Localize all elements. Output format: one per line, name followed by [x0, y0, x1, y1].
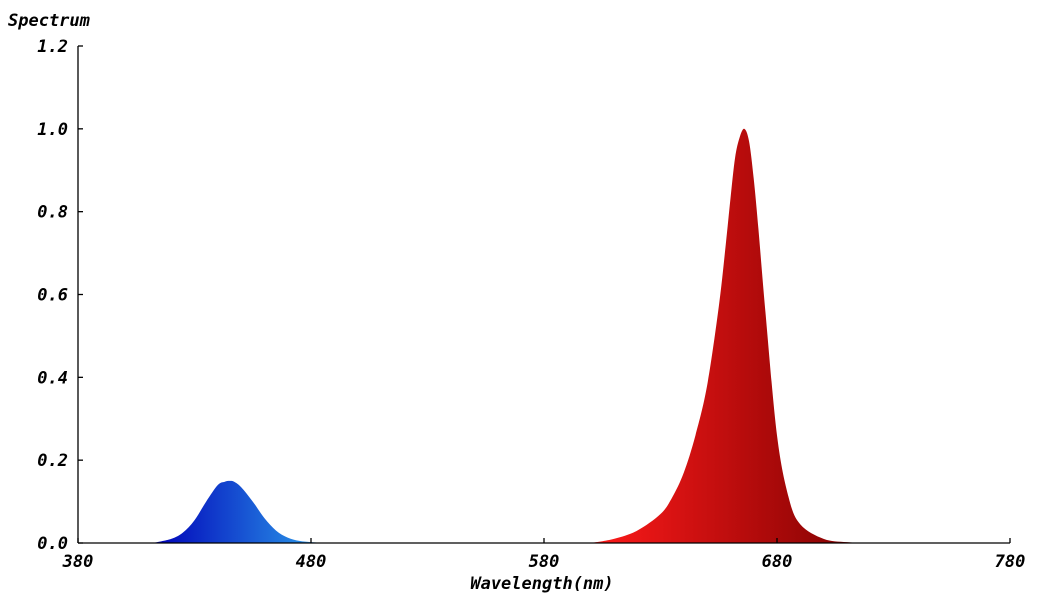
spectrum-peak-2: [590, 128, 875, 543]
x-tick-label: 780: [995, 552, 1026, 572]
y-tick-label: 1.2: [37, 37, 68, 57]
y-tick-label: 0.0: [37, 534, 68, 554]
x-axis-title: Wavelength(nm): [470, 574, 613, 594]
plot-area: [152, 128, 875, 543]
spectrum-peak-1: [152, 480, 335, 543]
axis-ticks: 380 480 580 680 780 0.0 0.2 0.4 0.6 0.8 1.0 1.2: [37, 37, 1025, 572]
y-tick-label: 1.0: [37, 120, 68, 140]
y-tick-label: 0.6: [37, 286, 68, 306]
x-tick-label: 680: [762, 552, 793, 572]
y-tick-label: 0.2: [37, 451, 68, 471]
y-tick-label: 0.8: [37, 203, 68, 223]
x-tick-label: 480: [296, 552, 327, 572]
y-tick-label: 0.4: [37, 368, 68, 388]
y-axis-title: Spectrum: [8, 11, 91, 31]
x-tick-label: 380: [62, 552, 94, 572]
x-tick-label: 580: [529, 552, 560, 572]
